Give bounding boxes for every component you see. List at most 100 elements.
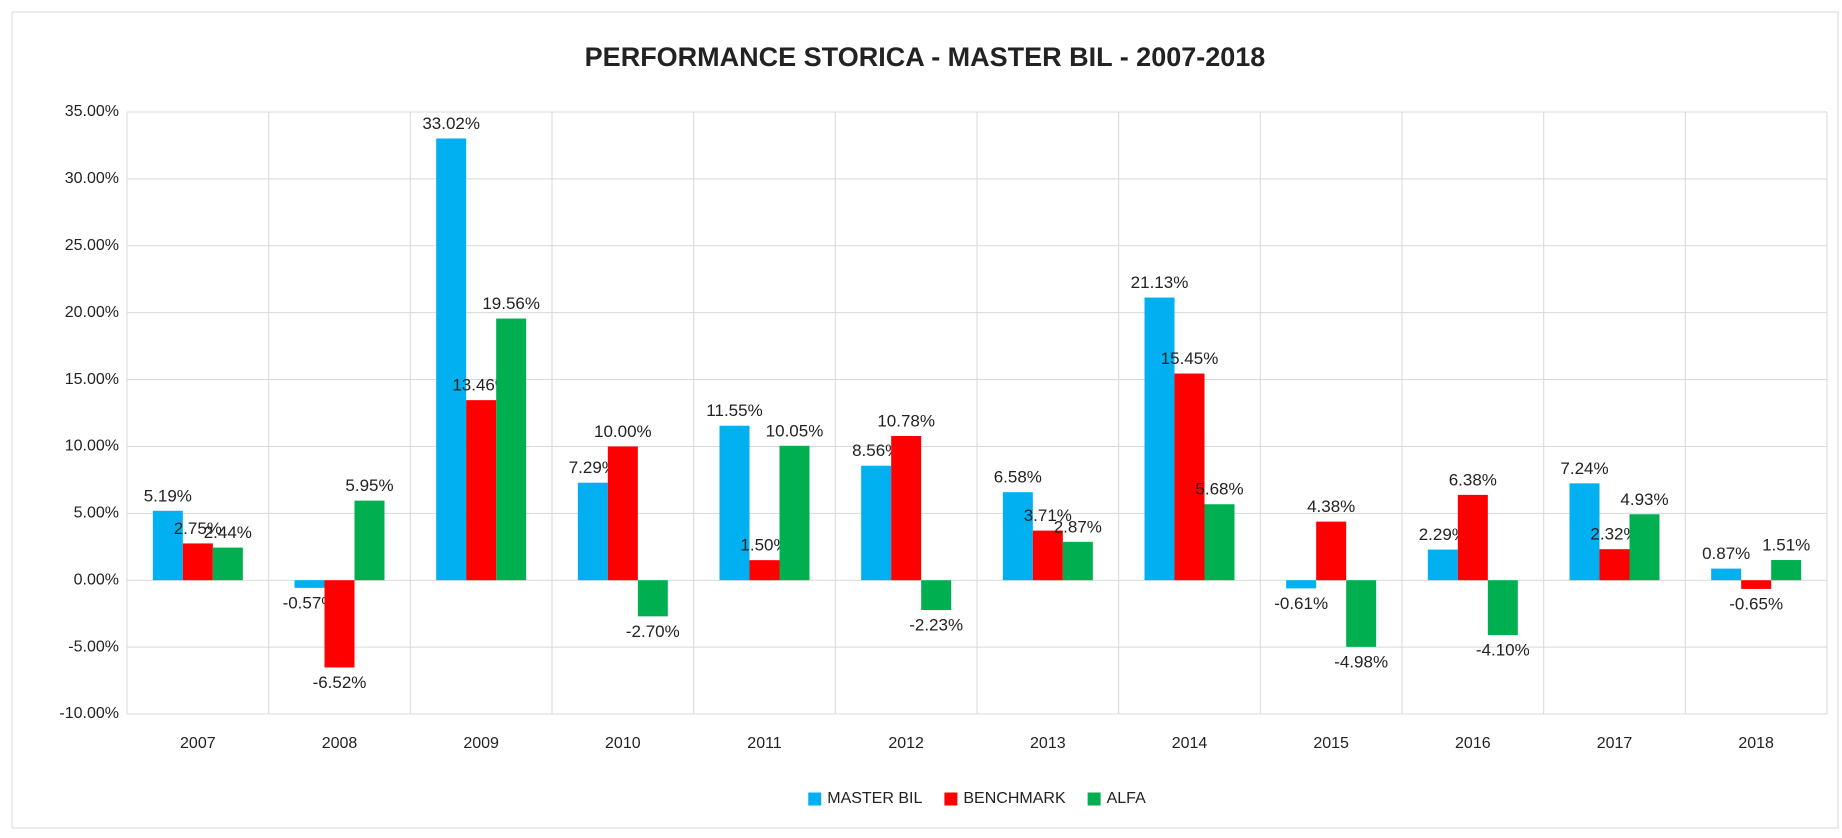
bar bbox=[1569, 483, 1600, 581]
bar bbox=[1599, 549, 1630, 581]
bar bbox=[294, 580, 325, 588]
value-label: 2.87% bbox=[1054, 517, 1102, 536]
value-label: 4.38% bbox=[1307, 497, 1355, 516]
bar bbox=[1457, 494, 1488, 581]
y-tick-label: 30.00% bbox=[65, 170, 119, 187]
x-tick-label: 2009 bbox=[463, 735, 499, 752]
bar bbox=[719, 425, 750, 581]
x-tick-label: 2008 bbox=[322, 735, 358, 752]
value-label: 5.95% bbox=[345, 476, 393, 495]
x-tick-label: 2012 bbox=[888, 735, 924, 752]
value-label: 10.00% bbox=[594, 422, 652, 441]
bar bbox=[1346, 580, 1377, 647]
bar bbox=[861, 465, 892, 581]
value-label: -2.23% bbox=[909, 616, 963, 635]
value-label: 4.93% bbox=[1620, 490, 1668, 509]
value-label: 2.44% bbox=[204, 523, 252, 542]
chart-frame bbox=[11, 11, 1839, 829]
legend-swatch bbox=[944, 792, 958, 806]
value-label: -0.65% bbox=[1729, 594, 1783, 613]
bar bbox=[891, 436, 922, 581]
legend-label: MASTER BIL bbox=[827, 790, 922, 807]
bar bbox=[1002, 492, 1033, 581]
y-tick-label: -10.00% bbox=[59, 705, 119, 722]
x-tick-label: 2013 bbox=[1030, 735, 1066, 752]
x-tick-label: 2016 bbox=[1455, 735, 1491, 752]
y-tick-label: -5.00% bbox=[68, 638, 119, 655]
value-label: 33.02% bbox=[422, 114, 480, 133]
value-label: 11.55% bbox=[706, 401, 762, 420]
bar bbox=[1427, 549, 1458, 581]
bar bbox=[1144, 297, 1175, 581]
x-tick-label: 2018 bbox=[1738, 735, 1774, 752]
x-tick-label: 2007 bbox=[180, 735, 216, 752]
bar bbox=[1062, 541, 1093, 581]
y-tick-label: 15.00% bbox=[65, 371, 119, 388]
bar bbox=[324, 580, 355, 668]
chart-title: PERFORMANCE STORICA - MASTER BIL - 2007-… bbox=[585, 42, 1266, 72]
value-label: 2.29% bbox=[1419, 525, 1467, 544]
y-tick-label: 25.00% bbox=[65, 237, 119, 254]
y-tick-label: 0.00% bbox=[74, 571, 119, 588]
bar bbox=[1204, 504, 1235, 581]
bar bbox=[466, 400, 497, 581]
value-label: 21.13% bbox=[1131, 273, 1189, 292]
value-label: 6.58% bbox=[994, 468, 1042, 487]
bar bbox=[436, 138, 467, 581]
legend-label: ALFA bbox=[1107, 790, 1146, 807]
y-tick-label: 35.00% bbox=[65, 103, 119, 120]
value-label: -4.98% bbox=[1334, 652, 1388, 671]
bar bbox=[1316, 521, 1347, 581]
value-label: -6.52% bbox=[313, 673, 367, 692]
y-tick-label: 10.00% bbox=[65, 438, 119, 455]
bar bbox=[496, 318, 527, 581]
value-label: 0.87% bbox=[1702, 544, 1750, 563]
x-tick-label: 2010 bbox=[605, 735, 641, 752]
bar bbox=[1487, 580, 1518, 636]
legend-label: BENCHMARK bbox=[963, 790, 1066, 807]
value-label: 19.56% bbox=[482, 294, 540, 313]
value-label: 7.24% bbox=[1560, 459, 1608, 478]
value-label: 1.51% bbox=[1762, 536, 1810, 555]
bar bbox=[1711, 568, 1742, 581]
x-tick-label: 2011 bbox=[747, 735, 782, 752]
value-label: 10.78% bbox=[877, 411, 935, 430]
bar bbox=[1286, 580, 1317, 589]
y-tick-label: 20.00% bbox=[65, 304, 119, 321]
x-tick-label: 2014 bbox=[1172, 735, 1208, 752]
value-label: 3.71% bbox=[1024, 506, 1072, 525]
bar bbox=[1741, 580, 1772, 589]
y-tick-label: 5.00% bbox=[74, 505, 119, 522]
bar bbox=[637, 580, 668, 617]
bar bbox=[212, 547, 243, 581]
value-label: -4.10% bbox=[1476, 641, 1530, 660]
legend-swatch bbox=[808, 792, 822, 806]
legend-swatch bbox=[1087, 792, 1101, 806]
bar bbox=[354, 500, 385, 581]
bar bbox=[779, 445, 810, 581]
value-label: 7.29% bbox=[569, 458, 617, 477]
value-label: 5.19% bbox=[144, 486, 192, 505]
value-label: -2.70% bbox=[626, 622, 680, 641]
x-tick-label: 2015 bbox=[1313, 735, 1349, 752]
bar bbox=[1629, 514, 1660, 581]
x-tick-label: 2017 bbox=[1597, 735, 1633, 752]
bar bbox=[749, 560, 780, 581]
value-label: 2.75% bbox=[174, 519, 222, 538]
bar bbox=[152, 510, 183, 581]
bar bbox=[1174, 373, 1205, 581]
value-label: 1.50% bbox=[740, 536, 788, 555]
value-label: -0.61% bbox=[1274, 594, 1328, 613]
bar bbox=[182, 543, 213, 581]
value-label: 10.05% bbox=[766, 421, 824, 440]
bar bbox=[577, 482, 608, 581]
bar bbox=[1032, 530, 1063, 581]
value-label: 13.46% bbox=[452, 376, 510, 395]
value-label: 2.32% bbox=[1590, 525, 1638, 544]
bar bbox=[607, 446, 638, 581]
value-label: 15.45% bbox=[1161, 349, 1219, 368]
value-label: 6.38% bbox=[1449, 470, 1497, 489]
bar bbox=[921, 580, 952, 611]
